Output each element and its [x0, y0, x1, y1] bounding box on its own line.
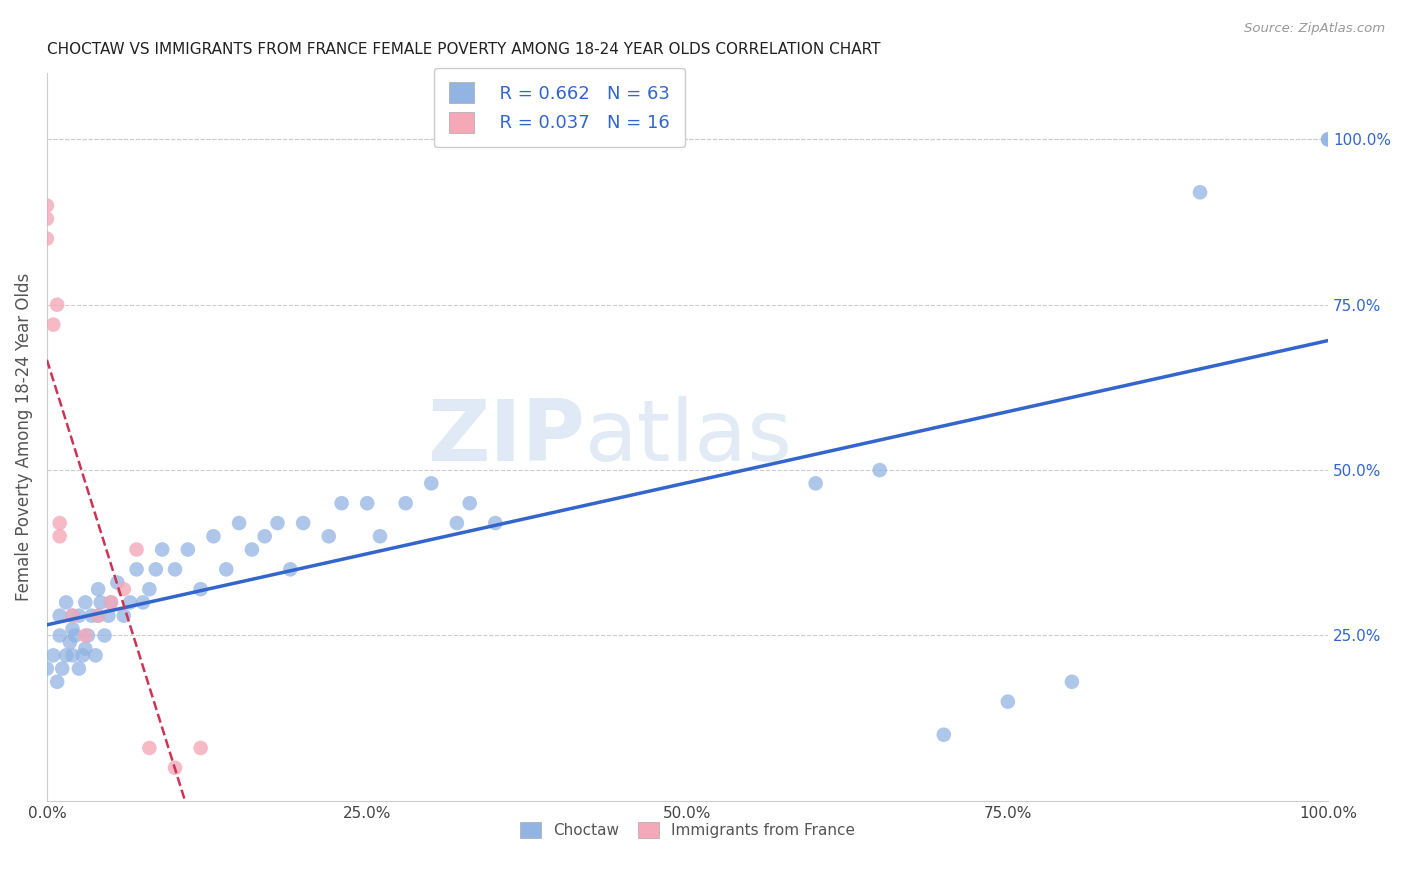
- Point: [202, 529, 225, 543]
- Point: [1060, 674, 1083, 689]
- Point: [446, 516, 468, 530]
- Point: [48, 516, 70, 530]
- Point: [55, 648, 77, 663]
- Point: [62, 648, 84, 663]
- Point: [125, 562, 148, 576]
- Point: [59, 635, 82, 649]
- Point: [318, 529, 340, 543]
- Point: [75, 628, 97, 642]
- Point: [190, 582, 212, 597]
- Point: [163, 761, 186, 775]
- Point: [62, 608, 84, 623]
- Point: [46, 298, 69, 312]
- Point: [55, 595, 77, 609]
- Point: [356, 496, 378, 510]
- Point: [75, 595, 97, 609]
- Point: [67, 608, 90, 623]
- Y-axis label: Female Poverty Among 18-24 Year Olds: Female Poverty Among 18-24 Year Olds: [15, 273, 32, 601]
- Point: [112, 582, 135, 597]
- Point: [292, 516, 315, 530]
- Point: [67, 662, 90, 676]
- Point: [120, 595, 142, 609]
- Point: [97, 608, 120, 623]
- Point: [278, 562, 301, 576]
- Point: [35, 211, 58, 226]
- Point: [112, 608, 135, 623]
- Point: [100, 595, 122, 609]
- Point: [48, 529, 70, 543]
- Point: [804, 476, 827, 491]
- Point: [997, 695, 1019, 709]
- Point: [1317, 132, 1340, 146]
- Point: [145, 562, 167, 576]
- Point: [77, 628, 100, 642]
- Point: [35, 662, 58, 676]
- Point: [932, 728, 955, 742]
- Text: CHOCTAW VS IMMIGRANTS FROM FRANCE FEMALE POVERTY AMONG 18-24 YEAR OLDS CORRELATI: CHOCTAW VS IMMIGRANTS FROM FRANCE FEMALE…: [46, 42, 880, 57]
- Point: [420, 476, 443, 491]
- Point: [163, 562, 186, 576]
- Point: [48, 628, 70, 642]
- Point: [87, 582, 110, 597]
- Point: [100, 595, 122, 609]
- Point: [253, 529, 276, 543]
- Point: [90, 595, 112, 609]
- Legend: Choctaw, Immigrants from France: Choctaw, Immigrants from France: [513, 816, 862, 844]
- Point: [46, 674, 69, 689]
- Point: [330, 496, 353, 510]
- Point: [63, 628, 86, 642]
- Point: [1188, 186, 1211, 200]
- Point: [42, 318, 65, 332]
- Point: [266, 516, 288, 530]
- Point: [138, 582, 160, 597]
- Point: [395, 496, 418, 510]
- Point: [75, 641, 97, 656]
- Point: [368, 529, 391, 543]
- Point: [228, 516, 250, 530]
- Point: [93, 628, 115, 642]
- Point: [35, 198, 58, 212]
- Point: [87, 608, 110, 623]
- Point: [51, 662, 73, 676]
- Point: [35, 231, 58, 245]
- Point: [458, 496, 481, 510]
- Point: [72, 648, 94, 663]
- Point: [138, 741, 160, 756]
- Point: [42, 648, 65, 663]
- Point: [1317, 132, 1340, 146]
- Point: [125, 542, 148, 557]
- Point: [240, 542, 263, 557]
- Point: [62, 608, 84, 623]
- Text: ZIP: ZIP: [427, 395, 585, 478]
- Text: Source: ZipAtlas.com: Source: ZipAtlas.com: [1244, 22, 1385, 36]
- Point: [105, 575, 128, 590]
- Text: atlas: atlas: [585, 395, 793, 478]
- Point: [84, 648, 107, 663]
- Point: [215, 562, 238, 576]
- Point: [869, 463, 891, 477]
- Point: [177, 542, 200, 557]
- Point: [132, 595, 155, 609]
- Point: [150, 542, 173, 557]
- Point: [190, 741, 212, 756]
- Point: [80, 608, 103, 623]
- Point: [62, 622, 84, 636]
- Point: [484, 516, 506, 530]
- Point: [87, 608, 110, 623]
- Point: [48, 608, 70, 623]
